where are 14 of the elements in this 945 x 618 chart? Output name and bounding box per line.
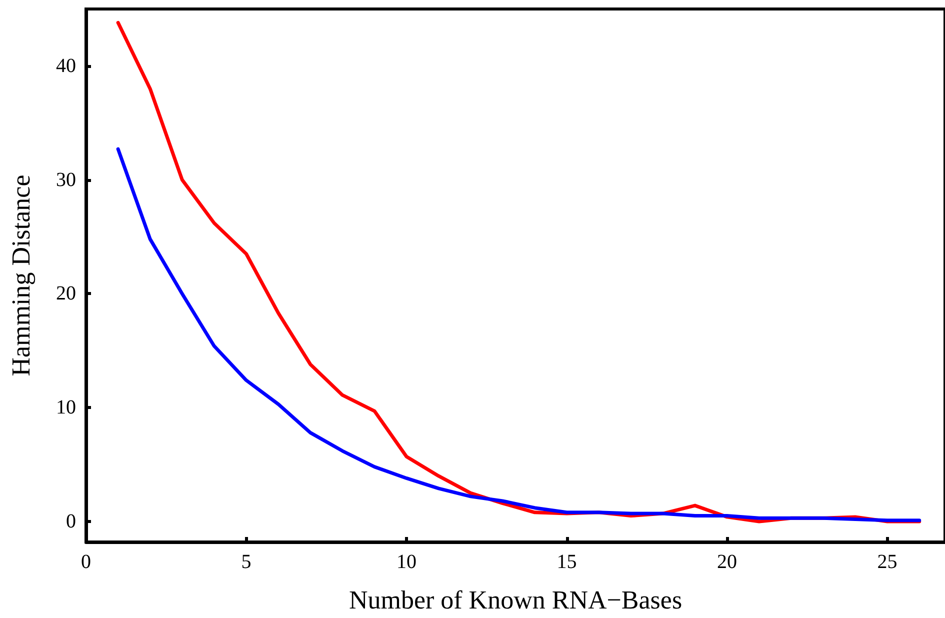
x-tick-label: 20 — [717, 551, 738, 573]
y-tick-label: 10 — [56, 396, 76, 419]
line-series — [116, 147, 922, 522]
y-axis-title: Hamming Distance — [6, 174, 36, 376]
y-tick-label: 30 — [56, 168, 76, 191]
y-tick-label: 20 — [56, 282, 76, 305]
x-tick-label: 5 — [241, 551, 252, 573]
x-axis-title: Number of Known RNA−Bases — [348, 586, 682, 614]
x-tick-label: 0 — [81, 551, 91, 573]
y-tick-label: 0 — [66, 510, 76, 532]
x-tick-label: 25 — [877, 551, 898, 573]
x-tick-label: 10 — [396, 551, 417, 573]
y-tick-label: 40 — [56, 54, 76, 77]
x-tick-label: 15 — [556, 551, 577, 573]
